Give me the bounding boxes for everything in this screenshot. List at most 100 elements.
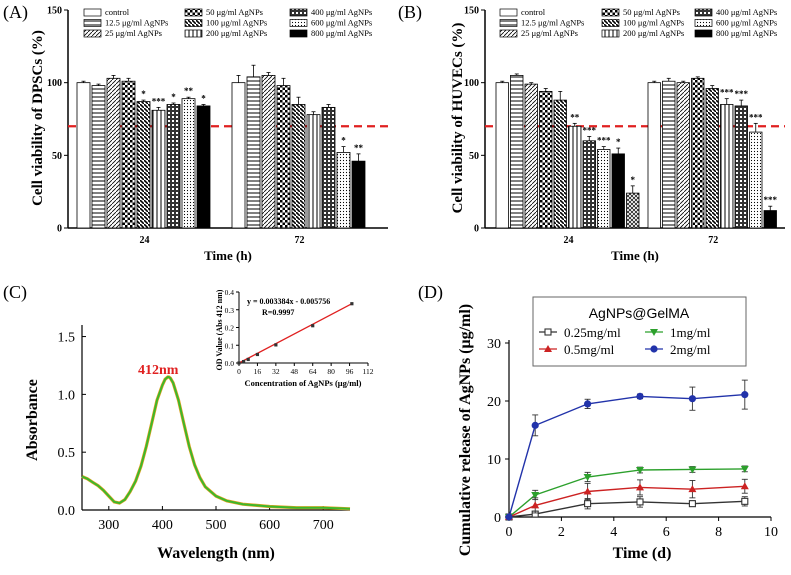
legend-swatch xyxy=(601,8,620,17)
x-tick-label: 6 xyxy=(663,525,670,540)
data-point xyxy=(583,473,592,481)
significance-mark: *** xyxy=(735,89,749,99)
y-axis-label: Cell viability of DPSCs (%) xyxy=(30,30,46,206)
y-tick-label: 0 xyxy=(494,511,501,526)
legend-swatch xyxy=(694,29,713,38)
panel-label: (C) xyxy=(3,282,27,303)
data-point xyxy=(688,485,697,493)
bar xyxy=(553,99,567,229)
legend-label: 25 μg/ml AgNPs xyxy=(521,28,578,38)
legend-marker xyxy=(544,345,552,352)
bar xyxy=(196,105,211,229)
bar xyxy=(166,104,181,229)
bar xyxy=(582,140,596,229)
significance-mark: ** xyxy=(184,86,194,96)
y-tick-label: 150 xyxy=(47,6,62,17)
x-tick-label: 8 xyxy=(715,525,722,540)
bar xyxy=(495,82,509,229)
significance-mark: *** xyxy=(764,195,778,205)
legend-swatch xyxy=(184,8,203,17)
data-point xyxy=(636,483,644,491)
legend-swatch xyxy=(289,19,308,27)
significance-mark: * xyxy=(141,89,146,99)
legend-label: 1mg/ml xyxy=(670,325,711,340)
legend-label: 600 μg/ml AgNPs xyxy=(311,18,372,28)
y-tick-label: 0 xyxy=(57,224,62,235)
y-tick-label: 50 xyxy=(52,151,62,162)
inset-y-tick-label: 0.2 xyxy=(225,324,235,333)
y-axis-label: Cell viability of HUVECs (%) xyxy=(450,23,466,214)
bar xyxy=(151,109,166,229)
bar xyxy=(231,82,246,229)
bar xyxy=(351,160,366,229)
legend-label: 100 μg/ml AgNPs xyxy=(623,18,684,28)
inset-point xyxy=(311,324,315,328)
peak-label: 412nm xyxy=(138,363,179,378)
legend-label: 25 μg/ml AgNPs xyxy=(105,28,162,38)
y-tick-label: 100 xyxy=(464,78,479,89)
legend-swatch xyxy=(184,19,203,27)
data-point xyxy=(584,400,592,408)
inset-point xyxy=(246,357,250,362)
bar xyxy=(676,82,690,229)
bar xyxy=(524,83,538,229)
legend-swatch xyxy=(289,8,308,17)
data-point xyxy=(531,421,539,429)
legend-label: 400 μg/ml AgNPs xyxy=(716,7,777,17)
bar xyxy=(261,75,276,229)
legend-swatch xyxy=(499,8,518,17)
x-tick-label: 500 xyxy=(206,518,227,533)
y-tick-label: 0.0 xyxy=(58,504,76,519)
legend-swatch xyxy=(83,19,102,27)
bar xyxy=(597,149,611,229)
legend-label: 100 μg/ml AgNPs xyxy=(206,18,267,28)
bar xyxy=(763,210,777,229)
bar xyxy=(611,153,625,229)
x-axis-label: Time (d) xyxy=(613,545,672,562)
y-tick-label: 50 xyxy=(469,151,479,162)
significance-mark: * xyxy=(616,137,621,147)
spectrum-line xyxy=(81,376,351,510)
legend-swatch xyxy=(694,8,713,17)
legend-label: 600 μg/ml AgNPs xyxy=(716,18,777,28)
significance-mark: ** xyxy=(570,112,580,122)
y-axis-label: Absorbance xyxy=(24,379,41,461)
legend-marker xyxy=(650,329,658,336)
significance-mark: *** xyxy=(152,96,166,106)
inset-point xyxy=(242,359,246,364)
significance-mark: *** xyxy=(597,136,611,146)
bar xyxy=(321,106,336,229)
panel-label: (A) xyxy=(3,2,28,23)
data-point xyxy=(636,467,644,475)
panel-c: (C) 0.0 0.5 1.0 1.5 300 400 500 600 700 Wavelength… xyxy=(3,282,374,562)
inset-point xyxy=(350,302,354,306)
inset-y-tick-label: 0.3 xyxy=(225,306,235,315)
x-tick-label: 24 xyxy=(564,235,574,246)
x-tick-label: 4 xyxy=(610,525,617,540)
x-axis-label: Wavelength (nm) xyxy=(157,545,275,562)
x-axis-label: Time (h) xyxy=(204,248,252,263)
legend-swatch xyxy=(601,19,620,27)
legend-label: control xyxy=(105,7,130,17)
data-point xyxy=(583,487,592,495)
inset-x-tick-label: 32 xyxy=(272,367,280,376)
inset-y-tick-label: 0.0 xyxy=(225,359,235,368)
inset-r-value: R=0.9997 xyxy=(262,308,294,317)
panel-d: (D) 0 10 20 30 0 2 4 6 8 10 Time (d) Cumulative rele… xyxy=(418,282,778,562)
significance-mark: *** xyxy=(720,88,734,98)
data-point xyxy=(741,497,749,505)
bar xyxy=(705,88,719,229)
x-tick-label: 24 xyxy=(140,235,150,246)
significance-mark: *** xyxy=(749,112,763,122)
inset-y-axis-label: OD Value (Abs 412 nm) xyxy=(215,289,224,370)
legend-label: 50 μg/ml AgNPs xyxy=(206,7,263,17)
legend-label: 400 μg/ml AgNPs xyxy=(311,7,372,17)
bar xyxy=(306,114,321,229)
data-point xyxy=(636,392,644,400)
data-point xyxy=(741,391,749,399)
bar xyxy=(181,98,196,229)
inset-y-tick-label: 0.1 xyxy=(225,341,235,350)
legend-swatch xyxy=(289,29,308,38)
y-tick-label: 150 xyxy=(464,6,479,17)
data-point xyxy=(584,500,592,508)
